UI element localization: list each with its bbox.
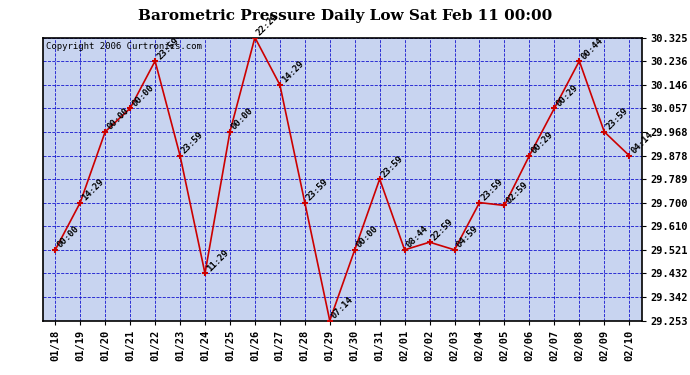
Text: 00:29: 00:29 — [554, 83, 580, 108]
Text: 02:59: 02:59 — [504, 180, 530, 206]
Text: 23:59: 23:59 — [380, 154, 405, 179]
Text: 22:29: 22:29 — [255, 12, 280, 38]
Text: 07:14: 07:14 — [330, 295, 355, 321]
Text: 14:29: 14:29 — [280, 59, 305, 85]
Text: 23:59: 23:59 — [305, 177, 331, 203]
Text: 04:14: 04:14 — [629, 130, 655, 156]
Text: 00:44: 00:44 — [580, 36, 604, 61]
Text: 23:59: 23:59 — [480, 177, 505, 203]
Text: 23:59: 23:59 — [604, 106, 630, 132]
Text: Copyright 2006 Curtronics.com: Copyright 2006 Curtronics.com — [46, 42, 201, 51]
Text: 00:00: 00:00 — [130, 83, 155, 108]
Text: Barometric Pressure Daily Low Sat Feb 11 00:00: Barometric Pressure Daily Low Sat Feb 11… — [138, 9, 552, 23]
Text: 04:59: 04:59 — [455, 225, 480, 250]
Text: 23:59: 23:59 — [180, 130, 206, 156]
Text: 00:00: 00:00 — [230, 106, 255, 132]
Text: 08:44: 08:44 — [404, 225, 430, 250]
Text: 14:29: 14:29 — [80, 177, 106, 203]
Text: 00:00: 00:00 — [355, 225, 380, 250]
Text: 00:00: 00:00 — [55, 225, 81, 250]
Text: 00:00: 00:00 — [105, 106, 130, 132]
Text: 22:59: 22:59 — [430, 217, 455, 242]
Text: 23:59: 23:59 — [155, 36, 181, 61]
Text: 11:29: 11:29 — [205, 248, 230, 273]
Text: 00:29: 00:29 — [529, 130, 555, 156]
